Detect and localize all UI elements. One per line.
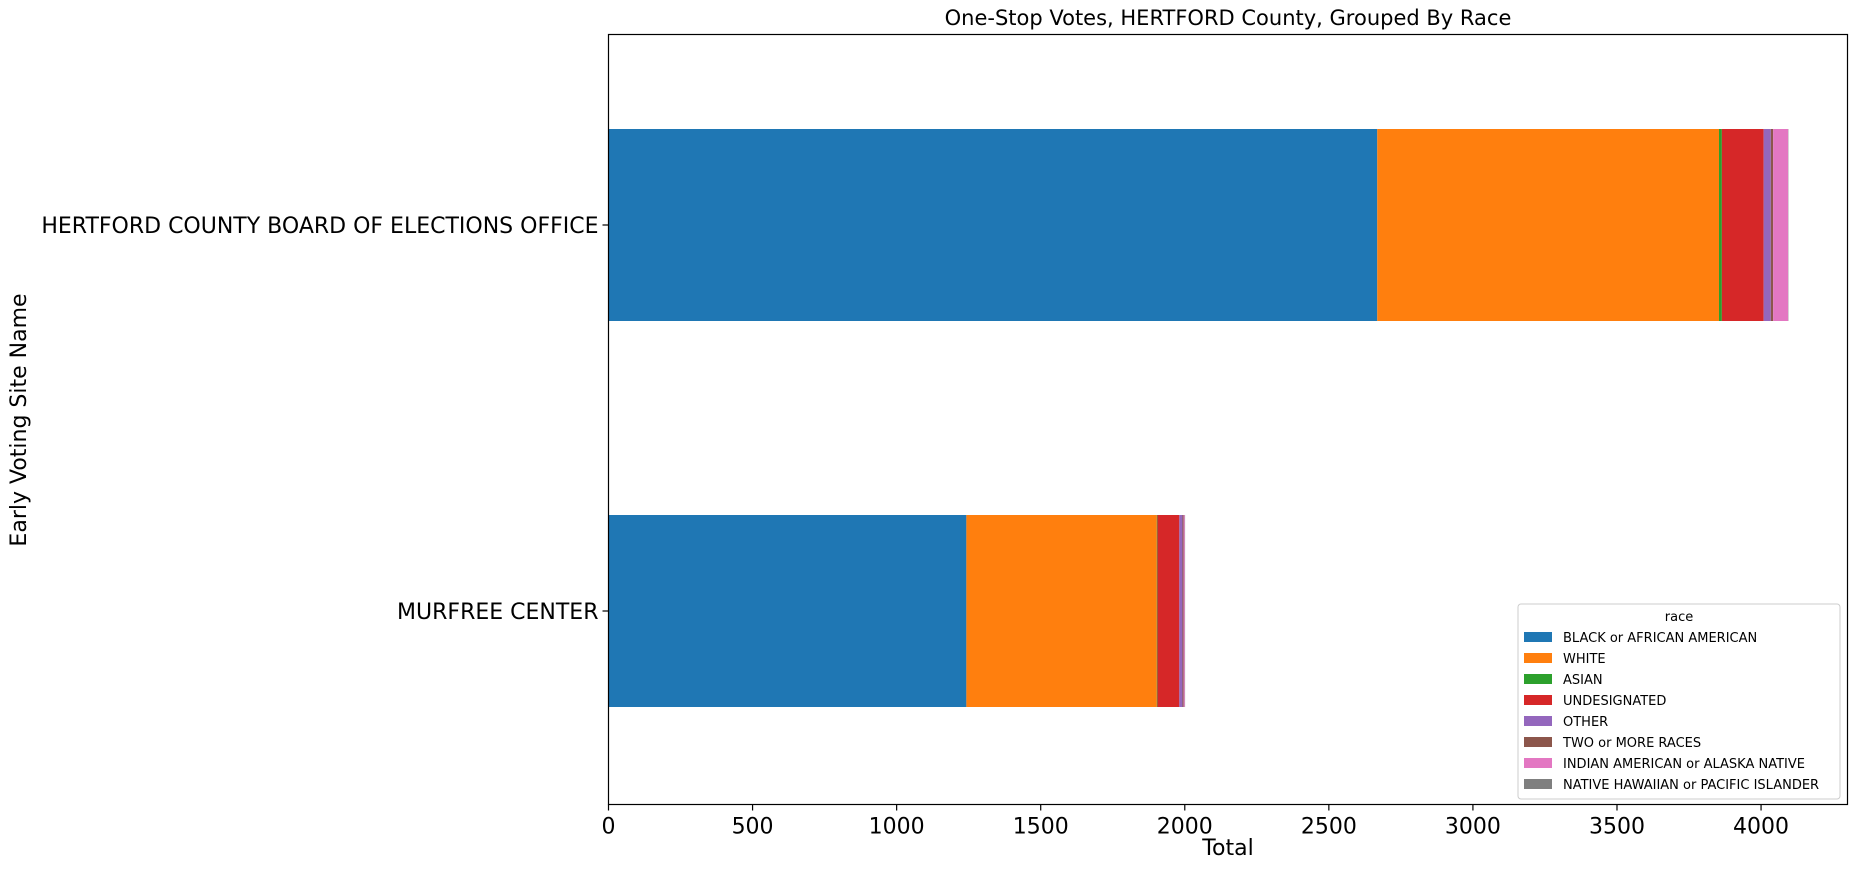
bar-segment	[1763, 129, 1771, 321]
x-tick-label: 3500	[1589, 815, 1645, 840]
legend-label: INDIAN AMERICAN or ALASKA NATIVE	[1563, 757, 1805, 772]
legend-swatch	[1524, 695, 1552, 705]
x-tick-label: 4000	[1733, 815, 1789, 840]
bar-segment	[608, 129, 1378, 321]
y-category-label: MURFREE CENTER	[397, 600, 598, 625]
bar-segment	[966, 515, 1157, 707]
legend-swatch	[1524, 653, 1552, 663]
legend-swatch	[1524, 632, 1552, 642]
legend-frame	[1517, 603, 1841, 800]
bar-segment	[608, 515, 967, 707]
legend-label: NATIVE HAWAIIAN or PACIFIC ISLANDER	[1563, 778, 1819, 793]
x-tick-label: 1000	[869, 815, 925, 840]
legend-label: OTHER	[1563, 715, 1608, 730]
legend-swatch	[1524, 716, 1552, 726]
legend-label: BLACK or AFRICAN AMERICAN	[1563, 631, 1757, 646]
y-axis-categories: HERTFORD COUNTY BOARD OF ELECTIONS OFFIC…	[41, 214, 609, 625]
bar-segment	[1377, 129, 1719, 321]
legend: race BLACK or AFRICAN AMERICAN WHITE ASIAN…	[1517, 603, 1841, 800]
legend-items: BLACK or AFRICAN AMERICAN WHITE ASIAN UNDES…	[1524, 631, 1819, 793]
x-tick-label: 3000	[1445, 815, 1501, 840]
legend-swatch	[1524, 737, 1552, 747]
bar-segment	[1182, 515, 1184, 707]
chart-title: One-Stop Votes, HERTFORD County, Grouped…	[945, 6, 1512, 30]
legend-swatch	[1524, 674, 1552, 684]
legend-title: race	[1665, 610, 1693, 625]
bar-segment	[1773, 129, 1789, 321]
bar-segment	[1721, 129, 1764, 321]
bar-segment	[1157, 515, 1180, 707]
legend-swatch	[1524, 758, 1552, 768]
x-axis-ticks: 0 500 1000 1500 2000 2500 3000 3500 4000	[602, 804, 1789, 840]
legend-swatch	[1524, 779, 1552, 789]
x-tick-label: 2500	[1301, 815, 1357, 840]
plot-frame	[607, 33, 1849, 806]
x-tick-label: 2000	[1157, 815, 1213, 840]
bar-segment	[1183, 515, 1185, 707]
x-tick-label: 500	[732, 815, 774, 840]
x-tick-label: 0	[602, 815, 616, 840]
legend-label: ASIAN	[1563, 673, 1603, 688]
legend-label: TWO or MORE RACES	[1562, 736, 1701, 751]
bar-segment	[1718, 129, 1722, 321]
bars-layer	[608, 129, 1789, 707]
y-category-label: HERTFORD COUNTY BOARD OF ELECTIONS OFFIC…	[41, 214, 598, 239]
x-axis-label: Total	[1201, 836, 1253, 861]
legend-label: WHITE	[1563, 652, 1606, 667]
y-axis-label: Early Voting Site Name	[7, 293, 32, 546]
bar-segment	[1156, 515, 1158, 707]
x-tick-label: 1500	[1013, 815, 1069, 840]
bar-segment	[1770, 129, 1774, 321]
legend-label: UNDESIGNATED	[1563, 694, 1666, 709]
bar-segment	[1179, 515, 1183, 707]
